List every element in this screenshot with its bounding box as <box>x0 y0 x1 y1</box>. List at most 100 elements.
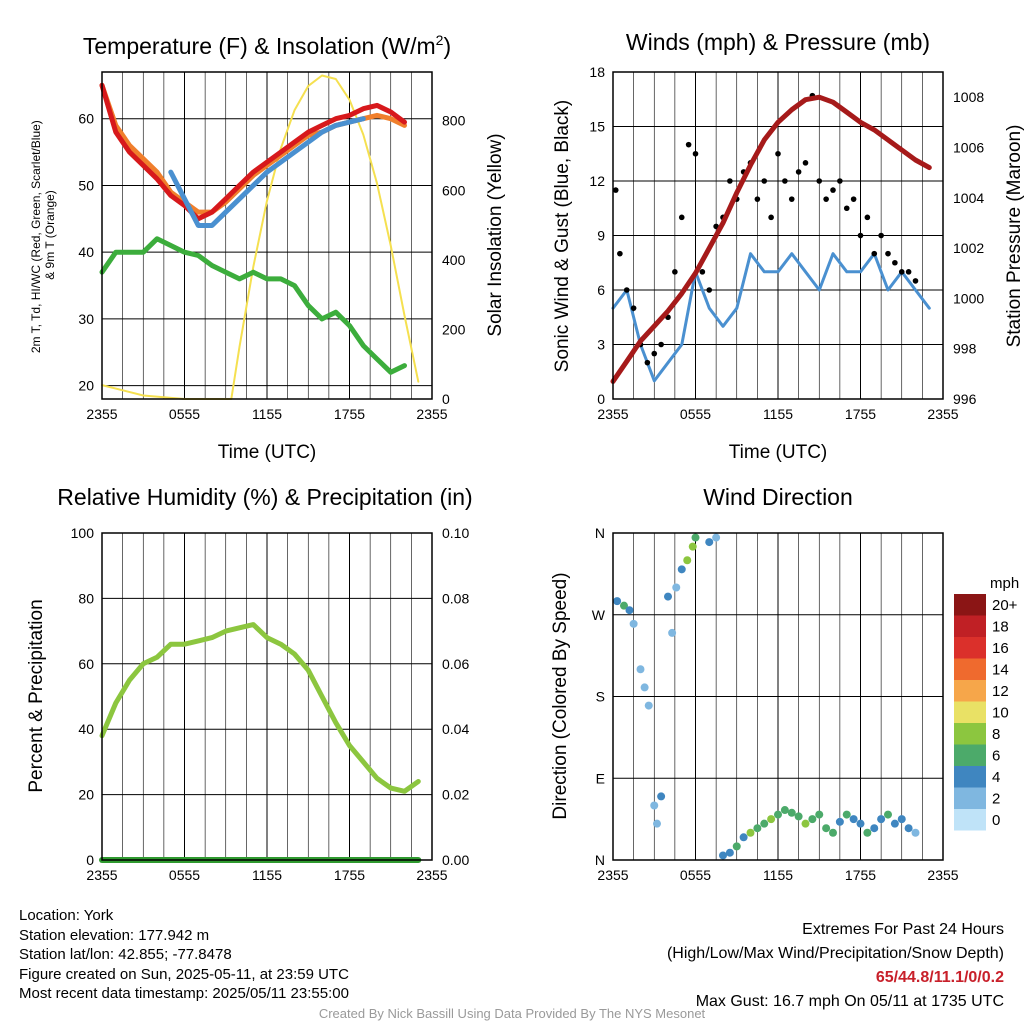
gust-point <box>644 359 651 366</box>
humidity-ytick-label: 80 <box>78 590 94 606</box>
wind-ytick-label: 18 <box>589 64 605 80</box>
gust-point <box>699 269 706 275</box>
temperature-ylabel: 2m T, Td, HI/WC (Red, Green, Scarlet/Blu… <box>29 117 57 353</box>
gust-point <box>823 196 829 202</box>
wind-pressure-panel: Winds (mph) & Pressure (mb) 2355 0555 1155… <box>552 29 1024 463</box>
gust-point <box>768 214 774 221</box>
legend-label: 16 <box>992 640 1009 657</box>
insolation-y2tick-label: 600 <box>442 182 466 198</box>
gust-point <box>871 250 878 257</box>
legend-swatch <box>954 658 986 680</box>
precip-y2tick-label: 0.02 <box>442 787 469 803</box>
wind-ytick-label: 12 <box>589 173 605 189</box>
legend-label: 6 <box>992 748 1000 765</box>
gust-point <box>623 287 630 293</box>
legend-swatch <box>954 766 986 788</box>
station-location: Location: York <box>19 907 114 924</box>
wind-direction-point <box>629 619 638 628</box>
temperature-xlabel: Time (UTC) <box>218 442 317 463</box>
gust-point <box>892 259 898 266</box>
insolation-y2tick-label: 800 <box>442 113 466 129</box>
temperature-ylabel-line1: 2m T, Td, HI/WC (Red, Green, Scarlet/Blu… <box>29 120 43 353</box>
wind-pressure-title: Winds (mph) & Pressure (mb) <box>626 29 930 55</box>
wind-direction-point <box>732 842 741 851</box>
wind-direction-point <box>856 819 865 828</box>
legend-label: 8 <box>992 726 1000 743</box>
legend-label: 4 <box>992 769 1000 786</box>
legend-swatch <box>954 637 986 659</box>
wind-direction-xtick-label: 2355 <box>927 867 958 883</box>
windchill-line <box>168 116 366 228</box>
extremes-subtitle: (High/Low/Max Wind/Precipitation/Snow De… <box>666 945 1004 962</box>
gust-point <box>857 232 864 239</box>
wind-direction-ytick-label: N <box>595 525 605 541</box>
wind-direction-point <box>890 819 899 828</box>
wind-direction-point <box>829 828 837 837</box>
humidity-ytick-label: 100 <box>71 525 95 541</box>
wind-direction-point <box>760 819 769 828</box>
humidity-xtick-label: 1755 <box>334 867 365 883</box>
gust-point <box>864 214 871 221</box>
extremes-values: 65/44.8/11.1/0/0.2 <box>875 969 1004 986</box>
gust-point <box>761 178 768 184</box>
temperature-xtick-label: 1755 <box>334 406 365 422</box>
temperature-ylabel-line2: & 9m T (Orange) <box>43 190 57 280</box>
recent-timestamp: Most recent data timestamp: 2025/05/11 2… <box>19 985 349 1002</box>
wind-direction-point <box>640 683 649 692</box>
wind-direction-ytick-label: W <box>592 607 606 623</box>
wind-direction-ytick-label: E <box>596 770 605 786</box>
gust-point <box>685 141 692 148</box>
wind-direction-ytick-label: S <box>596 689 605 705</box>
dewpoint-line <box>99 236 407 375</box>
temperature-panel: Temperature (F) & Insolation (W/m2) 2355… <box>29 32 506 463</box>
wind-direction-point <box>625 606 634 615</box>
wind-xlabel: Time (UTC) <box>729 442 828 463</box>
wind-ytick-label: 6 <box>597 282 605 298</box>
wind-xtick-label: 2355 <box>927 406 958 422</box>
legend-swatch <box>954 723 986 745</box>
legend-label: 18 <box>992 619 1009 636</box>
insolation-y2tick-label: 400 <box>442 252 466 268</box>
wind-ytick-label: 15 <box>589 119 605 135</box>
wind-direction-point <box>688 542 697 551</box>
speed-color-legend: mph 20+ 18 16 14 12 10 8 6 4 2 0 <box>954 575 1019 831</box>
humidity-plot-frame <box>101 532 433 861</box>
wind-xtick-label: 1755 <box>845 406 876 422</box>
pressure-y2tick-label: 1002 <box>953 240 984 256</box>
precip-y2tick-label: 0.06 <box>442 656 469 672</box>
station-elevation: Station elevation: 177.942 m <box>19 926 210 944</box>
humidity-xtick-label: 2355 <box>416 867 447 883</box>
wind-direction-point <box>719 851 727 860</box>
gust-point <box>782 178 788 184</box>
temperature-ytick-label: 50 <box>78 177 94 193</box>
temperature-xtick-label: 0555 <box>169 406 200 422</box>
gust-point <box>837 178 843 184</box>
humidity-ytick-label: 20 <box>78 787 94 803</box>
legend-title: mph <box>990 575 1019 592</box>
gust-point <box>754 196 761 202</box>
wind-direction-point <box>794 812 803 821</box>
wind-direction-xtick-label: 1155 <box>763 867 793 883</box>
wind-plot-frame <box>612 71 944 400</box>
precip-y2tick-label: 0.08 <box>442 590 469 606</box>
credit-line: Created By Nick Bassill Using Data Provi… <box>318 1006 706 1021</box>
humidity-ytick-label: 40 <box>78 721 94 737</box>
pressure-y2tick-label: 998 <box>953 341 977 357</box>
legend-swatch <box>954 809 986 831</box>
legend-label: 2 <box>992 791 1000 808</box>
insolation-y2tick-label: 200 <box>442 321 466 337</box>
gust-point <box>843 205 850 212</box>
wind-direction-point <box>691 533 700 542</box>
gust-point <box>630 305 637 311</box>
gust-point <box>617 250 623 257</box>
sonic-wind-line <box>611 252 931 383</box>
legend-label: 0 <box>992 812 1000 829</box>
wind-direction-point <box>835 817 844 826</box>
wind-direction-point <box>725 848 734 857</box>
gust-point <box>816 178 823 184</box>
gust-point <box>672 269 678 275</box>
wind-xtick-label: 0555 <box>680 406 711 422</box>
wind-direction-point <box>911 828 920 837</box>
legend-label: 20+ <box>992 597 1018 614</box>
